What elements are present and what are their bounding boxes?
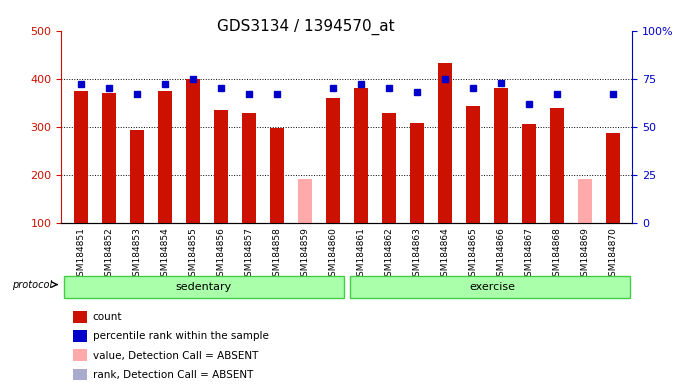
Bar <box>73 349 87 361</box>
FancyBboxPatch shape <box>350 276 630 298</box>
Text: exercise: exercise <box>469 282 515 292</box>
Bar <box>158 91 172 223</box>
Bar <box>242 113 256 223</box>
Bar <box>438 63 452 223</box>
Bar <box>214 110 228 223</box>
Text: value, Detection Call = ABSENT: value, Detection Call = ABSENT <box>92 351 258 361</box>
Bar <box>73 330 87 342</box>
Bar <box>102 93 116 223</box>
Text: rank, Detection Call = ABSENT: rank, Detection Call = ABSENT <box>92 370 253 380</box>
Text: count: count <box>92 312 122 322</box>
Bar <box>522 124 536 223</box>
Bar <box>130 130 143 223</box>
FancyBboxPatch shape <box>64 276 344 298</box>
Text: percentile rank within the sample: percentile rank within the sample <box>92 331 269 341</box>
Bar <box>381 113 396 223</box>
Bar <box>298 179 312 223</box>
Text: GDS3134 / 1394570_at: GDS3134 / 1394570_at <box>217 19 395 35</box>
Bar <box>73 369 87 380</box>
Bar <box>354 88 368 223</box>
Bar <box>186 79 200 223</box>
Bar <box>466 106 480 223</box>
Bar <box>494 88 508 223</box>
Text: sedentary: sedentary <box>176 282 232 292</box>
Bar <box>73 311 87 323</box>
Bar <box>74 91 88 223</box>
Bar <box>410 123 424 223</box>
Bar <box>550 108 564 223</box>
Bar <box>606 133 619 223</box>
Bar <box>578 179 592 223</box>
Bar <box>326 98 340 223</box>
Bar <box>270 128 284 223</box>
Text: protocol: protocol <box>12 280 52 290</box>
